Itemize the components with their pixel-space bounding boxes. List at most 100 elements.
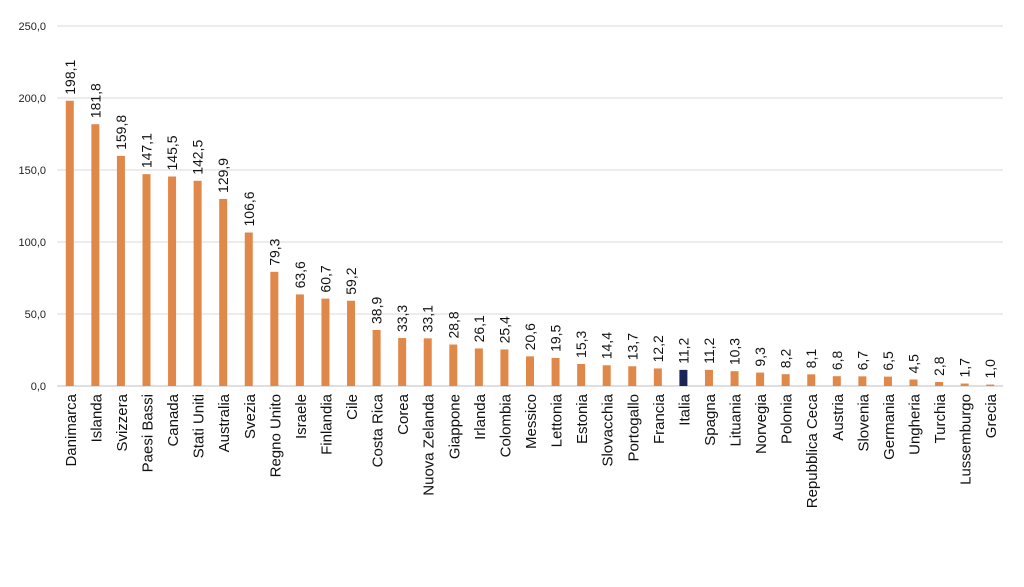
data-label: 79,3	[266, 238, 282, 265]
data-label: 12,2	[650, 335, 666, 362]
data-label: 6,5	[880, 351, 896, 371]
x-tick-label: Polonia	[779, 393, 796, 444]
x-tick-label: Svezia	[242, 393, 259, 439]
x-tick-label: Slovacchia	[600, 393, 617, 466]
data-label: 28,8	[445, 311, 461, 338]
y-tick-label: 200,0	[18, 93, 46, 105]
data-label: 181,8	[87, 83, 103, 118]
bar	[526, 356, 534, 386]
bars	[65, 100, 995, 387]
bar	[142, 174, 151, 386]
data-label: 26,1	[471, 315, 487, 342]
y-tick-label: 100,0	[18, 237, 46, 249]
data-label: 1,7	[957, 358, 973, 378]
bar	[347, 300, 356, 386]
data-label: 6,8	[829, 351, 845, 371]
x-tick-label: Costa Rica	[370, 393, 387, 467]
data-label: 13,7	[624, 333, 640, 360]
bar	[807, 374, 816, 386]
x-tick-label: Paesi Bassi	[139, 394, 156, 472]
bar	[909, 379, 918, 386]
data-label: 2,8	[931, 356, 947, 376]
data-label: 129,9	[215, 158, 231, 193]
bar	[372, 329, 381, 386]
data-label: 9,3	[752, 347, 768, 367]
x-tick-label: Regno Unito	[267, 394, 284, 477]
data-label: 6,7	[854, 351, 870, 371]
x-tick-label: Slovenia	[855, 393, 872, 451]
bar	[321, 298, 330, 386]
x-tick-label: Portogallo	[625, 394, 642, 462]
data-label: 20,6	[522, 323, 538, 350]
data-label: 198,1	[62, 59, 78, 94]
bar	[858, 376, 867, 386]
x-tick-label: Francia	[651, 393, 668, 444]
x-tick-label: Lussemburgo	[958, 394, 975, 485]
data-label: 38,9	[369, 297, 385, 324]
data-label: 19,5	[548, 324, 564, 351]
bar	[628, 366, 637, 386]
bar	[423, 338, 432, 386]
x-tick-label: Israele	[293, 394, 310, 439]
bar	[986, 384, 995, 386]
data-label: 8,2	[778, 349, 794, 369]
bar	[116, 155, 125, 386]
data-label: 33,3	[394, 305, 410, 332]
x-tick-label: Stati Uniti	[191, 394, 208, 458]
bar	[270, 271, 279, 386]
x-tick-label: Lituania	[728, 393, 745, 446]
data-label: 145,5	[164, 135, 180, 170]
bar	[474, 348, 483, 386]
data-label: 15,3	[573, 331, 589, 358]
bar	[193, 180, 202, 386]
y-tick-label: 250,0	[18, 21, 46, 33]
x-tick-label: Ungheria	[907, 393, 924, 455]
bar	[500, 349, 509, 386]
x-tick-label: Turchia	[932, 393, 949, 443]
y-tick-label: 50,0	[25, 309, 46, 321]
bar	[935, 381, 944, 386]
bar	[91, 124, 100, 386]
x-tick-label: Nuova Zelanda	[421, 393, 438, 495]
x-tick-label: Corea	[395, 393, 412, 435]
data-label: 11,2	[701, 337, 717, 363]
x-tick-label: Estonia	[574, 393, 591, 444]
data-label: 4,5	[906, 354, 922, 374]
x-axis: Danimarca Islanda Svizzera Paesi Bassi Canad…	[63, 393, 1000, 508]
bar	[168, 176, 177, 386]
bar	[756, 372, 765, 386]
bar	[398, 338, 407, 386]
bar	[295, 294, 304, 386]
x-tick-label: Cile	[344, 394, 361, 420]
data-label: 63,6	[292, 261, 308, 288]
data-label: 33,1	[420, 305, 436, 332]
x-tick-label: Finlandia	[318, 393, 335, 455]
x-tick-label: Lettonia	[549, 393, 566, 447]
bar	[960, 383, 969, 386]
x-tick-label: Germania	[881, 393, 898, 460]
data-label: 59,2	[343, 267, 359, 294]
x-tick-label: Italia	[676, 393, 693, 425]
x-tick-label: Norvegia	[753, 393, 770, 454]
y-axis: 0,0 50,0 100,0 150,0 200,0 250,0	[18, 21, 46, 393]
data-label: 1,0	[982, 359, 998, 379]
x-tick-label: Messico	[523, 394, 540, 449]
data-label: 25,4	[496, 316, 512, 343]
data-label: 106,6	[241, 191, 257, 226]
y-tick-label: 150,0	[18, 165, 46, 177]
x-tick-label: Colombia	[497, 393, 514, 457]
x-tick-label: Austria	[830, 393, 847, 440]
x-tick-label: Svizzera	[114, 393, 131, 451]
bar	[832, 376, 841, 386]
bar	[244, 232, 253, 386]
y-tick-label: 0,0	[31, 381, 46, 393]
x-tick-label: Danimarca	[63, 393, 80, 466]
x-tick-label: Canada	[165, 393, 182, 446]
bar	[602, 365, 611, 386]
x-tick-label: Spagna	[702, 393, 719, 445]
bar	[730, 371, 739, 386]
data-label: 8,1	[803, 349, 819, 369]
data-label: 60,7	[317, 265, 333, 292]
